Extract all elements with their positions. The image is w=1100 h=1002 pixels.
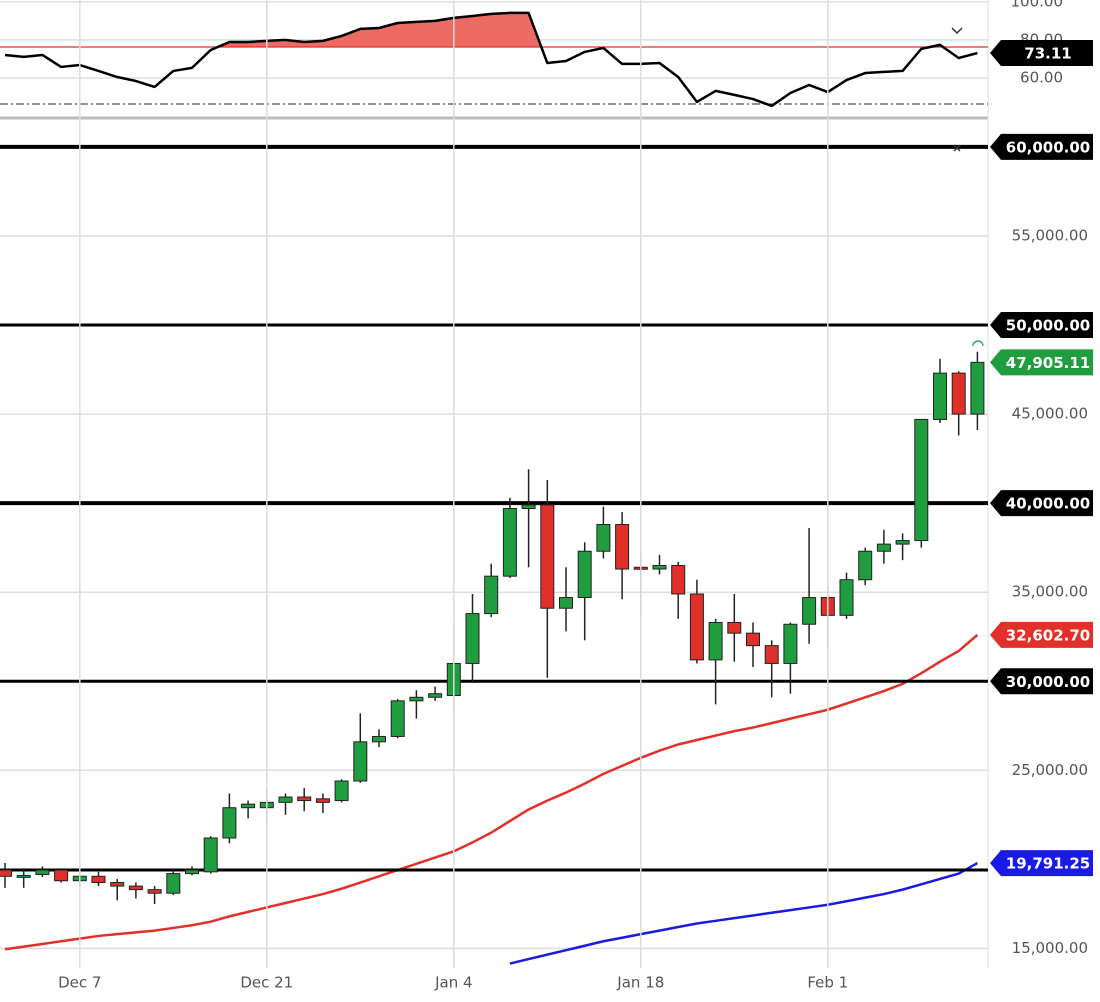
price-tag-label: 47,905.11 <box>1006 354 1090 372</box>
candle-body <box>91 875 106 884</box>
price-tag-label: 30,000.00 <box>1006 673 1090 691</box>
price-tag-label: 73.11 <box>1024 45 1071 63</box>
candle-body <box>559 597 573 609</box>
x-tick-label: Feb 1 <box>807 974 848 992</box>
price-tag <box>990 621 1093 648</box>
collapse-icon[interactable] <box>951 27 963 35</box>
candle-body <box>914 418 929 542</box>
candle-body <box>970 361 985 415</box>
candle-body <box>297 796 312 802</box>
candle-body <box>428 693 443 698</box>
candle-body <box>465 613 480 664</box>
y-tick-label: 45,000.00 <box>1012 405 1088 423</box>
candle-body <box>577 550 592 599</box>
price-tag <box>990 490 1093 517</box>
candle-body <box>540 504 555 609</box>
axes: Dec 7 Dec 21 Jan 4 Jan 18 Feb 1 15,000.00 25,0… <box>58 0 1093 992</box>
candle-body <box>876 543 891 552</box>
price-tag <box>990 349 1093 376</box>
candle-body <box>839 579 854 616</box>
candle-body <box>334 780 349 802</box>
candle-body <box>895 540 910 545</box>
candle-body <box>596 524 611 552</box>
indicator-panel <box>0 1 988 108</box>
price-tag <box>990 312 1093 339</box>
price-tag-label: 19,791.25 <box>1006 855 1090 873</box>
candle-body <box>783 623 798 664</box>
candle-body <box>933 372 947 420</box>
candle-body <box>372 735 386 743</box>
price-tag <box>990 668 1093 695</box>
price-tag-label: 60,000.00 <box>1006 138 1090 156</box>
price-tag <box>990 40 1093 67</box>
candle-body <box>0 869 12 877</box>
candle-body <box>502 507 517 577</box>
candle-body <box>185 869 199 875</box>
candle-body <box>241 803 256 809</box>
candle-body <box>278 796 293 803</box>
moving-average <box>4 633 979 951</box>
candle-body <box>110 882 125 887</box>
candle-body <box>764 645 779 664</box>
candle-body <box>615 524 630 570</box>
candle-body <box>746 632 760 647</box>
candle-body <box>16 874 31 878</box>
indicator-tick-label: 60.00 <box>1020 68 1063 86</box>
x-tick-label: Dec 21 <box>240 974 293 992</box>
candle-body <box>147 889 162 894</box>
indicator-tick-label: 100.00 <box>1011 0 1064 10</box>
price-tag-label: 40,000.00 <box>1006 495 1090 513</box>
candle-body <box>652 564 667 570</box>
candle-body <box>727 621 742 634</box>
x-tick-label: Dec 7 <box>58 974 101 992</box>
candle-body <box>671 564 686 595</box>
candle-body <box>54 869 69 882</box>
close-icon[interactable] <box>953 144 961 152</box>
candle-body <box>390 700 405 737</box>
price-panel <box>0 144 988 965</box>
candle-body <box>858 550 873 581</box>
indicator-line <box>4 11 978 108</box>
candle-body <box>708 621 723 661</box>
candle-body <box>353 741 368 782</box>
candle-body <box>166 873 181 894</box>
candle-body <box>409 696 424 702</box>
y-tick-label: 15,000.00 <box>1012 939 1088 957</box>
y-tick-label: 25,000.00 <box>1012 761 1088 779</box>
overbought-fill <box>217 12 943 47</box>
x-tick-label: Jan 18 <box>616 974 664 992</box>
candle-body <box>521 504 536 509</box>
candle-body <box>484 575 499 615</box>
moving-average <box>509 861 979 965</box>
price-tag <box>990 133 1093 160</box>
candle-body <box>35 869 50 875</box>
candle-body <box>951 372 966 415</box>
price-tag-label: 32,602.70 <box>1006 626 1090 644</box>
candle-body <box>222 807 237 839</box>
y-tick-label: 55,000.00 <box>1012 226 1088 244</box>
alert-icon <box>972 340 984 347</box>
candle-body <box>203 837 218 873</box>
y-tick-label: 35,000.00 <box>1012 583 1088 601</box>
candle-body <box>802 597 817 625</box>
candle-body <box>315 798 330 803</box>
price-tag <box>990 850 1093 877</box>
x-tick-label: Jan 4 <box>434 974 472 992</box>
candle-body <box>689 593 704 661</box>
candle-body <box>128 885 143 891</box>
price-tag-label: 50,000.00 <box>1006 317 1090 335</box>
